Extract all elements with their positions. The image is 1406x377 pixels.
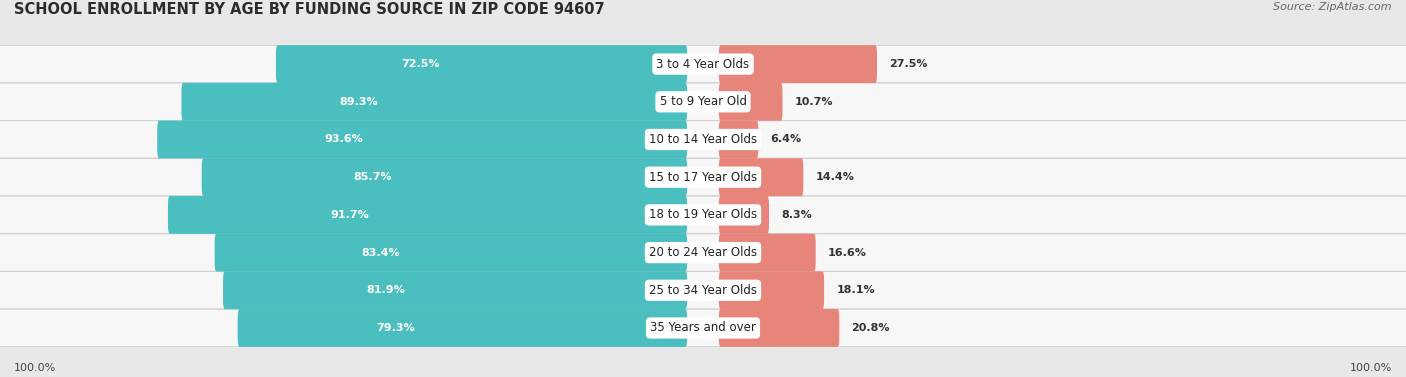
- Text: 16.6%: 16.6%: [828, 248, 868, 257]
- Text: 91.7%: 91.7%: [330, 210, 370, 220]
- Text: 27.5%: 27.5%: [890, 59, 928, 69]
- FancyBboxPatch shape: [224, 271, 688, 309]
- Text: Source: ZipAtlas.com: Source: ZipAtlas.com: [1274, 2, 1392, 12]
- FancyBboxPatch shape: [718, 196, 769, 234]
- Text: 18 to 19 Year Olds: 18 to 19 Year Olds: [650, 208, 756, 221]
- Text: 83.4%: 83.4%: [361, 248, 399, 257]
- Text: 100.0%: 100.0%: [1350, 363, 1392, 373]
- FancyBboxPatch shape: [0, 45, 1406, 83]
- FancyBboxPatch shape: [276, 45, 688, 83]
- FancyBboxPatch shape: [0, 196, 1406, 234]
- FancyBboxPatch shape: [181, 83, 688, 121]
- FancyBboxPatch shape: [238, 309, 688, 347]
- Text: 81.9%: 81.9%: [367, 285, 405, 295]
- Text: 100.0%: 100.0%: [14, 363, 56, 373]
- FancyBboxPatch shape: [167, 196, 688, 234]
- FancyBboxPatch shape: [0, 271, 1406, 309]
- Text: 85.7%: 85.7%: [353, 172, 391, 182]
- Text: 8.3%: 8.3%: [782, 210, 813, 220]
- Text: 35 Years and over: 35 Years and over: [650, 322, 756, 334]
- Text: 89.3%: 89.3%: [340, 97, 378, 107]
- FancyBboxPatch shape: [0, 121, 1406, 158]
- FancyBboxPatch shape: [718, 83, 783, 121]
- Text: 14.4%: 14.4%: [815, 172, 855, 182]
- FancyBboxPatch shape: [718, 158, 803, 196]
- FancyBboxPatch shape: [0, 158, 1406, 196]
- Text: 5 to 9 Year Old: 5 to 9 Year Old: [659, 95, 747, 108]
- Text: 6.4%: 6.4%: [770, 135, 801, 144]
- FancyBboxPatch shape: [215, 234, 688, 271]
- Text: 3 to 4 Year Olds: 3 to 4 Year Olds: [657, 58, 749, 70]
- FancyBboxPatch shape: [0, 234, 1406, 271]
- Text: 10 to 14 Year Olds: 10 to 14 Year Olds: [650, 133, 756, 146]
- FancyBboxPatch shape: [718, 271, 824, 309]
- Text: SCHOOL ENROLLMENT BY AGE BY FUNDING SOURCE IN ZIP CODE 94607: SCHOOL ENROLLMENT BY AGE BY FUNDING SOUR…: [14, 2, 605, 17]
- FancyBboxPatch shape: [201, 158, 688, 196]
- FancyBboxPatch shape: [718, 45, 877, 83]
- Text: 72.5%: 72.5%: [401, 59, 440, 69]
- Text: 18.1%: 18.1%: [837, 285, 875, 295]
- FancyBboxPatch shape: [0, 83, 1406, 121]
- Text: 15 to 17 Year Olds: 15 to 17 Year Olds: [650, 171, 756, 184]
- FancyBboxPatch shape: [157, 121, 688, 158]
- Text: 25 to 34 Year Olds: 25 to 34 Year Olds: [650, 284, 756, 297]
- Text: 93.6%: 93.6%: [323, 135, 363, 144]
- FancyBboxPatch shape: [0, 309, 1406, 347]
- FancyBboxPatch shape: [718, 121, 758, 158]
- Text: 20.8%: 20.8%: [852, 323, 890, 333]
- Text: 10.7%: 10.7%: [794, 97, 834, 107]
- FancyBboxPatch shape: [718, 309, 839, 347]
- Text: 79.3%: 79.3%: [377, 323, 415, 333]
- FancyBboxPatch shape: [718, 234, 815, 271]
- Text: 20 to 24 Year Olds: 20 to 24 Year Olds: [650, 246, 756, 259]
